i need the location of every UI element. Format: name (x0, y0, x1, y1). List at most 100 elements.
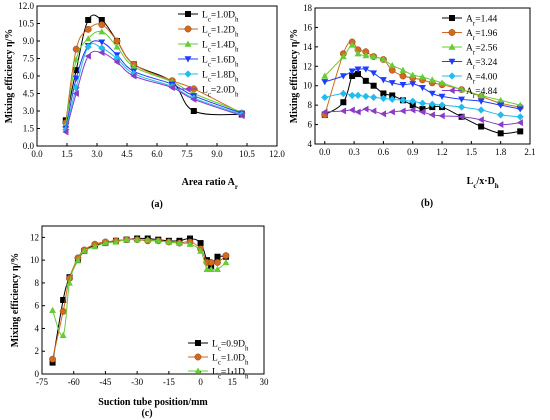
chart-panel-b: 0.0 0.3 0.6 0.9 1.2 1.5 1.8 2.1 4 6 8 10 12 14 16 18 Ar=… (289, 3, 536, 209)
y-tick-label: 6 (35, 301, 40, 311)
data-point (354, 66, 362, 73)
data-point (80, 247, 88, 254)
data-point (388, 61, 396, 69)
data-point (516, 106, 524, 113)
x-tick-label: 9.0 (211, 149, 223, 159)
data-point (49, 359, 56, 366)
x-tick-label: 10.5 (239, 149, 255, 159)
data-point (409, 106, 416, 114)
y-tick-label: 14 (303, 42, 313, 52)
data-point (165, 238, 173, 245)
x-tick-label: -30 (131, 377, 143, 387)
y-tick-label: 1.5 (23, 124, 35, 134)
data-point (339, 73, 347, 80)
data-point (214, 265, 221, 272)
data-point (190, 95, 197, 103)
data-point (497, 102, 505, 109)
panel-label: (b) (421, 198, 433, 209)
y-tick-label: 8 (308, 100, 313, 110)
data-point (175, 239, 183, 246)
data-point (222, 252, 230, 260)
legend-label: Ar=1.96 (466, 29, 497, 42)
series-6 (321, 105, 523, 129)
data-point (362, 105, 369, 113)
data-point (379, 56, 387, 63)
legend-marker (194, 353, 202, 361)
data-point (238, 112, 245, 120)
data-point (438, 79, 446, 86)
data-point (73, 67, 80, 74)
y-tick-label: 4 (35, 323, 40, 333)
legend-marker (448, 72, 456, 80)
plot-frame (314, 7, 531, 145)
x-tick-label: 7.5 (181, 149, 193, 159)
data-point (190, 108, 197, 114)
data-point (379, 110, 387, 118)
data-point (49, 306, 57, 313)
data-point (144, 236, 152, 243)
data-point (101, 239, 109, 246)
data-point (428, 100, 436, 108)
data-point (59, 331, 67, 338)
data-point (458, 113, 465, 121)
data-point (418, 99, 427, 107)
data-point (113, 37, 121, 45)
data-point (130, 72, 137, 80)
data-point (362, 66, 370, 73)
legend-label: Lc=0.9Dh (212, 340, 249, 353)
data-point (123, 236, 131, 243)
data-point (399, 96, 407, 104)
data-point (113, 54, 121, 63)
data-point (72, 75, 80, 82)
data-point (389, 92, 396, 99)
x-tick-label: 2.1 (524, 147, 535, 157)
data-point (370, 70, 378, 77)
y-axis-label: Mixing efficiency η/% (4, 29, 15, 124)
y-tick-label: 12 (303, 61, 312, 71)
data-point (348, 91, 356, 100)
y-axis-label: Mixing efficiency η/% (289, 29, 300, 124)
legend-marker (448, 58, 456, 65)
data-point (409, 102, 416, 109)
data-point (349, 73, 356, 79)
data-point (457, 103, 466, 111)
data-point (477, 106, 485, 114)
x-tick-label: 0.3 (348, 147, 360, 157)
x-tick-label: -60 (68, 377, 80, 387)
y-tick-label: 0 (35, 369, 40, 379)
series-3 (321, 41, 524, 108)
data-point (438, 93, 446, 100)
series-3 (49, 236, 230, 338)
data-point (348, 106, 355, 114)
data-point (113, 43, 121, 50)
legend-label: Ar=2.56 (466, 44, 497, 57)
x-axis-label: Area ratio Ar (182, 177, 238, 191)
x-tick-label: 0.9 (407, 147, 419, 157)
legend-marker (184, 70, 192, 78)
data-point (477, 98, 485, 105)
y-tick-label: 10 (30, 255, 40, 265)
y-tick-label: 18 (303, 3, 313, 13)
x-tick-label: 30 (260, 377, 270, 387)
data-point (91, 243, 99, 250)
legend-marker (185, 11, 191, 17)
y-tick-label: 0.0 (23, 141, 35, 151)
y-axis-label: Mixing efficiency η/% (10, 253, 21, 348)
data-point (516, 101, 524, 108)
data-point (214, 253, 221, 260)
legend-label: Ar=4.84 (466, 87, 497, 100)
data-point (85, 17, 92, 23)
data-point (409, 97, 417, 105)
y-tick-label: 6.0 (23, 71, 35, 81)
data-point (84, 25, 92, 33)
data-point (59, 307, 67, 315)
data-point (98, 28, 106, 35)
x-axis-label: Suction tube position/mm (98, 397, 208, 408)
data-point (409, 71, 417, 78)
y-tick-label: 4.5 (23, 89, 35, 99)
data-point (154, 237, 162, 244)
x-tick-label: 1.5 (61, 149, 73, 159)
data-point (370, 107, 377, 115)
legend-label: Ar=1.44 (466, 15, 497, 28)
